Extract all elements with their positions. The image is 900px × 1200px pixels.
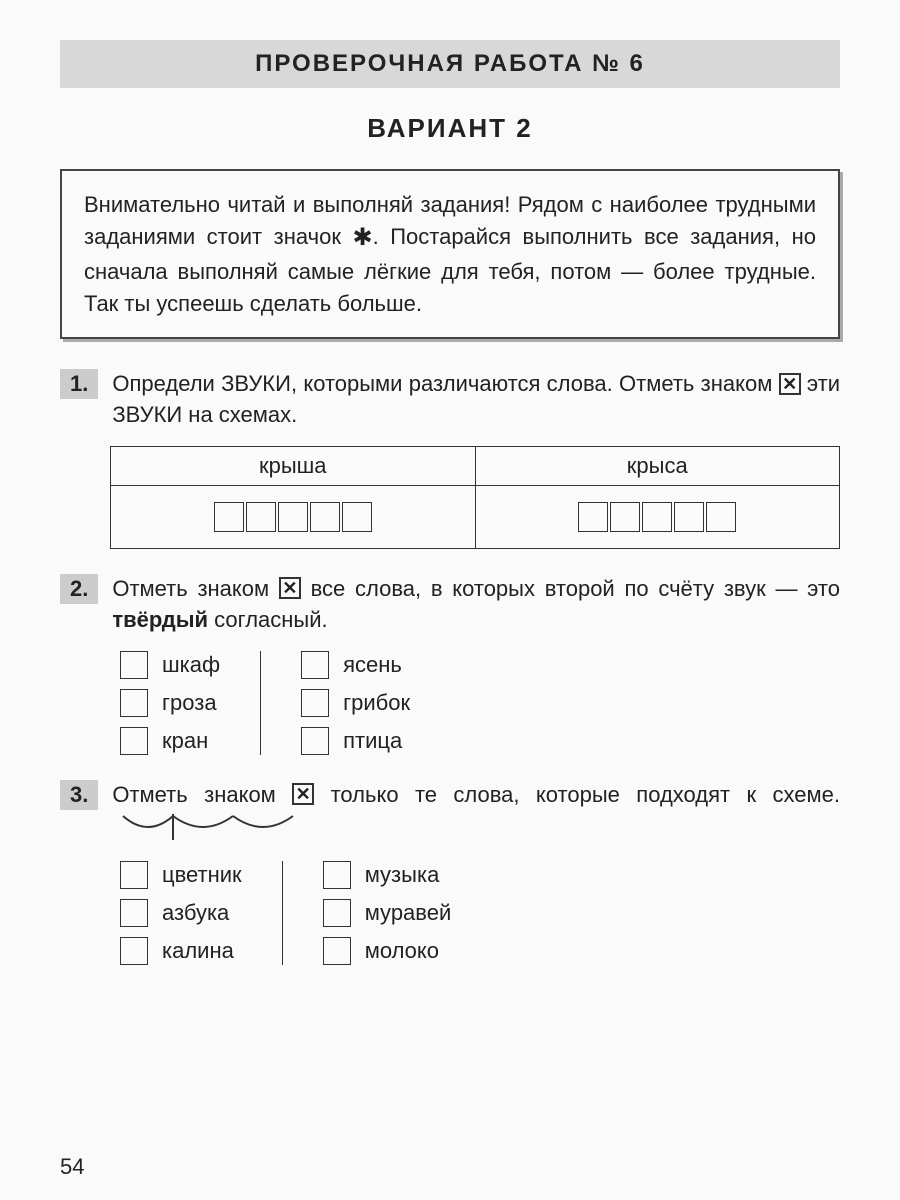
checkbox[interactable] — [120, 689, 148, 717]
task-3-number: 3. — [60, 780, 98, 810]
task-1-table: крыша крыса — [110, 446, 840, 549]
option-label: музыка — [365, 862, 440, 888]
checkbox[interactable] — [120, 651, 148, 679]
option-item: кран — [120, 727, 220, 755]
checkbox[interactable] — [120, 861, 148, 889]
task-2-options: шкаф гроза кран ясень грибок птица — [120, 651, 840, 755]
checkbox[interactable] — [120, 937, 148, 965]
x-mark-icon: ✕ — [779, 373, 801, 395]
star-icon: ✱ — [352, 224, 372, 251]
task-3-text-a: Отметь знаком — [112, 782, 292, 807]
option-item: муравей — [323, 899, 452, 927]
sound-box[interactable] — [246, 502, 276, 532]
task-2-text-b: все слова, в которых второй по счёту зву… — [301, 576, 840, 601]
sound-box[interactable] — [674, 502, 704, 532]
variant-label: ВАРИАНТ 2 — [60, 113, 840, 144]
task-2: 2. Отметь знаком ✕ все слова, в которых … — [60, 574, 840, 755]
task-3-text: Отметь знаком ✕ только те слова, которые… — [112, 780, 840, 847]
checkbox[interactable] — [301, 689, 329, 717]
page-number: 54 — [60, 1154, 84, 1180]
x-mark-icon: ✕ — [279, 577, 301, 599]
sound-box[interactable] — [278, 502, 308, 532]
x-mark-icon: ✕ — [292, 783, 314, 805]
sound-box[interactable] — [342, 502, 372, 532]
task-1-word-1: крыша — [111, 447, 476, 486]
option-label: шкаф — [162, 652, 220, 678]
sound-box[interactable] — [310, 502, 340, 532]
option-item: азбука — [120, 899, 242, 927]
task-1-text-a: Определи ЗВУКИ, которыми различаются сло… — [112, 371, 778, 396]
option-label: ясень — [343, 652, 402, 678]
checkbox[interactable] — [120, 727, 148, 755]
option-label: кран — [162, 728, 208, 754]
sound-box[interactable] — [214, 502, 244, 532]
checkbox[interactable] — [323, 899, 351, 927]
task-1: 1. Определи ЗВУКИ, которыми различаются … — [60, 369, 840, 549]
sound-box[interactable] — [642, 502, 672, 532]
task-2-text: Отметь знаком ✕ все слова, в которых вто… — [112, 574, 840, 636]
option-item: гроза — [120, 689, 220, 717]
task-1-number: 1. — [60, 369, 98, 399]
checkbox[interactable] — [120, 899, 148, 927]
option-label: азбука — [162, 900, 229, 926]
task-2-text-c: согласный. — [208, 607, 328, 632]
task-3-text-b: только те слова, которые подходят к схем… — [314, 782, 840, 807]
option-item: молоко — [323, 937, 452, 965]
task-1-word-2: крыса — [476, 447, 840, 486]
sound-box[interactable] — [610, 502, 640, 532]
task-1-text: Определи ЗВУКИ, которыми различаются сло… — [112, 369, 840, 431]
checkbox[interactable] — [323, 861, 351, 889]
syllable-scheme-icon — [118, 810, 298, 846]
sound-box[interactable] — [706, 502, 736, 532]
option-label: гроза — [162, 690, 217, 716]
task-1-boxes-2 — [476, 486, 840, 548]
option-item: ясень — [301, 651, 410, 679]
option-label: молоко — [365, 938, 439, 964]
checkbox[interactable] — [301, 651, 329, 679]
option-item: цветник — [120, 861, 242, 889]
option-label: муравей — [365, 900, 452, 926]
checkbox[interactable] — [323, 937, 351, 965]
option-item: птица — [301, 727, 410, 755]
option-label: грибок — [343, 690, 410, 716]
sound-box[interactable] — [578, 502, 608, 532]
option-label: цветник — [162, 862, 242, 888]
option-item: музыка — [323, 861, 452, 889]
option-item: калина — [120, 937, 242, 965]
task-1-boxes-1 — [111, 486, 476, 548]
task-2-text-a: Отметь знаком — [112, 576, 279, 601]
instruction-box: Внимательно читай и выполняй задания! Ря… — [60, 169, 840, 339]
task-2-bold: твёрдый — [112, 607, 208, 632]
option-label: птица — [343, 728, 402, 754]
task-3-options: цветник азбука калина музыка муравей — [120, 861, 840, 965]
checkbox[interactable] — [301, 727, 329, 755]
option-item: грибок — [301, 689, 410, 717]
option-item: шкаф — [120, 651, 220, 679]
option-label: калина — [162, 938, 234, 964]
task-2-number: 2. — [60, 574, 98, 604]
task-3: 3. Отметь знаком ✕ только те слова, кото… — [60, 780, 840, 966]
page-title: ПРОВЕРОЧНАЯ РАБОТА № 6 — [60, 40, 840, 88]
